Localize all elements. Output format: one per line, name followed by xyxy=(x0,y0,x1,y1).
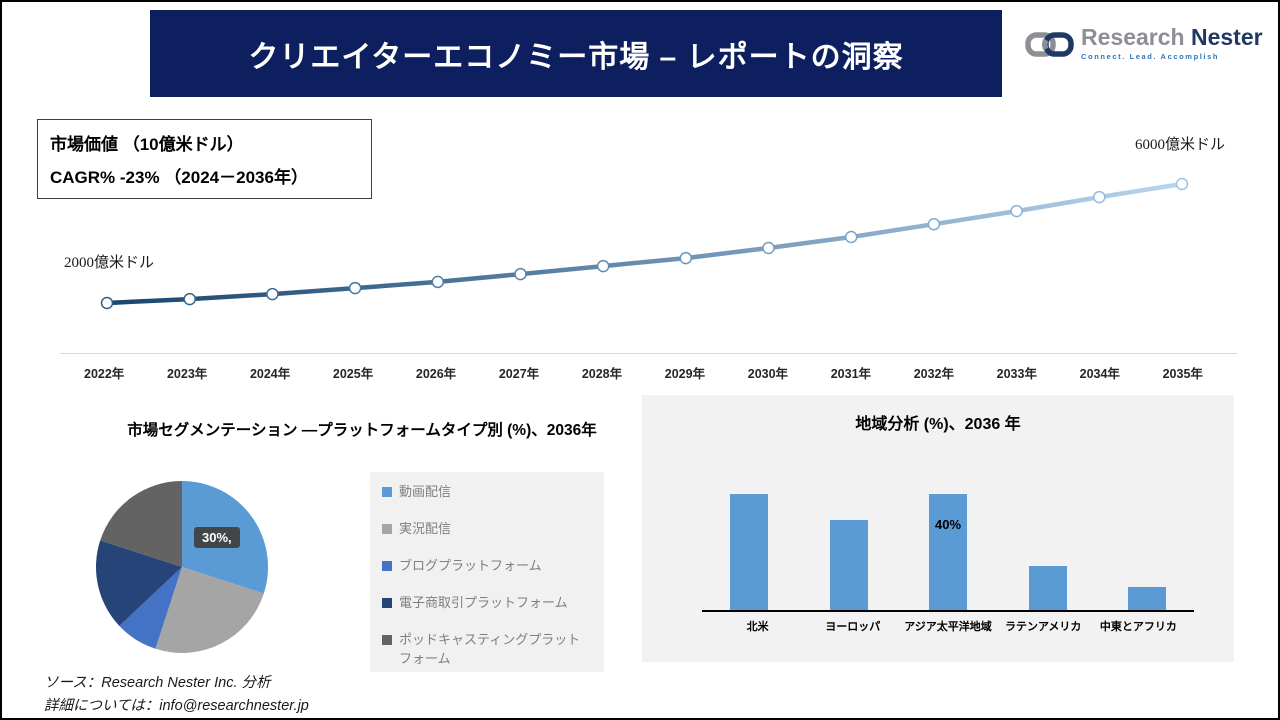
legend-swatch xyxy=(382,561,392,571)
logo-word-nester: Nester xyxy=(1190,24,1263,50)
legend-label: ブログプラットフォーム xyxy=(399,558,542,573)
line-chart-point xyxy=(1175,177,1189,191)
legend-item: ブログプラットフォーム xyxy=(382,556,592,575)
x-axis-label: 2023年 xyxy=(166,367,208,381)
pie-chart-title: 市場セグメンテーション ―プラットフォームタイプ別 (%)、2036年 xyxy=(127,422,597,439)
logo-name: Research Nester xyxy=(1081,24,1263,50)
bar-category-row: 北米 ヨーロッパ アジア太平洋地域 ラテンアメリカ 中東とアフリカ xyxy=(702,612,1194,634)
x-axis-label: 2034年 xyxy=(1079,367,1120,381)
x-axis-label: 2026年 xyxy=(415,367,457,381)
bar xyxy=(929,494,967,610)
legend-item: ポッドキャスティングプラットフォーム xyxy=(382,630,592,668)
source-line: ソース：Research Nester Inc. 分析 xyxy=(44,675,271,691)
legend-label: 動画配信 xyxy=(399,484,452,499)
line-chart-point xyxy=(596,259,610,273)
bar-category-label: 北米 xyxy=(746,621,769,633)
line-chart-point xyxy=(1010,204,1023,218)
bar-chart: 40% 北米 ヨーロッパ アジア太平洋地域 ラテンアメリカ 中東とアフリカ xyxy=(702,492,1194,634)
legend-label: 実況配信 xyxy=(399,521,452,536)
bar-data-label: 40% xyxy=(934,517,962,532)
bar-chart-section: 地域分析 (%)、2036 年 40% 北米 ヨーロッパ アジア太平洋地域 ラテンアメリ… xyxy=(642,395,1234,662)
x-axis-label: 2029年 xyxy=(664,367,706,381)
pie-slice xyxy=(100,481,182,567)
legend-swatch xyxy=(382,598,392,608)
line-chart-point xyxy=(927,217,941,231)
line-chart-point xyxy=(514,267,527,281)
legend-item: 動画配信 xyxy=(382,482,592,501)
legend-label: 電子商取引プラットフォーム xyxy=(399,595,568,610)
pie-slice xyxy=(119,567,182,649)
brand-logo: Research Nester Connect. Lead. Accomplis… xyxy=(1024,24,1263,62)
legend-swatch xyxy=(382,487,392,497)
x-axis-label: 2022年 xyxy=(84,367,125,381)
end-value-label: 6000億米ドル xyxy=(1135,137,1226,153)
x-axis-label: 2027年 xyxy=(498,367,540,381)
bar-category-label: ヨーロッパ xyxy=(825,621,881,633)
x-axis-label: 2031年 xyxy=(830,367,872,381)
pie-legend: 動画配信実況配信ブログプラットフォーム電子商取引プラットフォームポッドキャスティ… xyxy=(370,472,604,672)
pie-data-label: 30%, xyxy=(194,527,240,548)
legend-item: 電子商取引プラットフォーム xyxy=(382,593,592,612)
legend-swatch xyxy=(382,635,392,645)
line-chart-point xyxy=(1093,190,1106,204)
x-axis: 2022年 2023年 2024年 2025年 2026年 2027年 2028年 2029年… xyxy=(60,353,1237,382)
bar xyxy=(1128,587,1166,610)
line-chart-point xyxy=(844,230,858,244)
bar-column xyxy=(829,520,868,610)
footer: ソース：Research Nester Inc. 分析 詳細については：info… xyxy=(44,672,309,718)
bar xyxy=(829,520,868,610)
line-chart-svg xyxy=(100,177,1189,310)
logo-text: Research Nester Connect. Lead. Accomplis… xyxy=(1081,24,1263,61)
line-chart-point xyxy=(431,275,445,289)
x-axis-label: 2032年 xyxy=(913,367,954,381)
legend-item: 実況配信 xyxy=(382,519,592,538)
market-value-label: 市場価値 （10億米ドル） xyxy=(50,135,244,154)
contact-line: 詳細については：info@researchnester.jp xyxy=(44,698,309,714)
bar-column: 40% xyxy=(929,494,967,610)
pie-chart-svg xyxy=(96,481,269,654)
line-chart-point xyxy=(266,287,279,301)
line-chart-point xyxy=(183,292,196,306)
bar-column xyxy=(730,494,768,610)
market-value-box: 市場価値 （10億米ドル） CAGR% -23% （2024－2036年） xyxy=(37,119,372,199)
bar-column xyxy=(1128,587,1166,610)
title-banner: クリエイターエコノミー市場 – レポートの洞察 xyxy=(150,10,1002,97)
x-axis-label: 2028年 xyxy=(581,367,623,381)
pie-chart: 30%, xyxy=(94,479,270,655)
line-chart: 2000億米ドル 6000億米ドル xyxy=(57,112,1237,354)
chain-link-icon xyxy=(1025,32,1074,57)
x-axis-label: 2024年 xyxy=(249,367,291,381)
x-axis-label: 2030年 xyxy=(747,367,789,381)
bar-plot-area: 40% xyxy=(702,492,1194,612)
logo-word-research: Research xyxy=(1081,24,1185,50)
line-chart-line xyxy=(104,181,1185,306)
logo-tagline: Connect. Lead. Accomplish xyxy=(1081,52,1220,61)
line-chart-point xyxy=(348,281,362,295)
line-chart-point xyxy=(762,241,775,255)
legend-swatch xyxy=(382,524,392,534)
page-title: クリエイターエコノミー市場 – レポートの洞察 xyxy=(248,40,904,74)
start-value-label: 2000億米ドル xyxy=(64,255,155,271)
bar xyxy=(1028,566,1067,610)
x-axis-label: 2035年 xyxy=(1162,367,1203,381)
x-axis-label: 2025年 xyxy=(332,367,374,381)
bar-category-label: アジア太平洋地域 xyxy=(904,621,992,633)
pie-slice xyxy=(155,567,264,654)
bar xyxy=(730,494,768,610)
cagr-label: CAGR% -23% （2024－2036年） xyxy=(50,168,308,187)
line-chart-point xyxy=(100,296,114,310)
bar-category-label: ラテンアメリカ xyxy=(1004,621,1082,633)
pie-slice xyxy=(96,540,182,626)
bar-chart-title: 地域分析 (%)、2036 年 xyxy=(855,416,1021,433)
x-axis-label: 2033年 xyxy=(996,367,1037,381)
bar-category-label: 中東とアフリカ xyxy=(1099,621,1177,633)
line-chart-point xyxy=(679,251,693,265)
legend-label: ポッドキャスティングプラットフォーム xyxy=(399,632,581,666)
bar-column xyxy=(1028,566,1067,610)
